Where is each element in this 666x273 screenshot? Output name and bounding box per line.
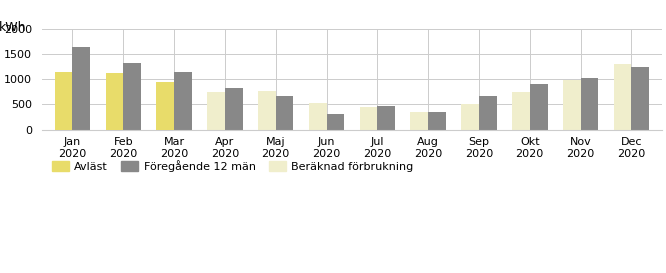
- Bar: [105, 73, 123, 130]
- Bar: [529, 84, 547, 130]
- Bar: [479, 96, 497, 130]
- Bar: [225, 88, 242, 130]
- Bar: [276, 96, 294, 130]
- Bar: [461, 104, 479, 130]
- Bar: [563, 80, 581, 130]
- Bar: [105, 73, 123, 130]
- Bar: [73, 47, 91, 130]
- Bar: [360, 107, 378, 130]
- Bar: [428, 111, 446, 130]
- Bar: [207, 93, 225, 130]
- Bar: [157, 82, 174, 130]
- Bar: [174, 72, 192, 130]
- Bar: [258, 91, 276, 130]
- Bar: [512, 93, 529, 130]
- Bar: [123, 63, 141, 130]
- Bar: [157, 82, 174, 130]
- Text: kWh: kWh: [0, 21, 26, 34]
- Legend: Avläst, Föregående 12 män, Beräknad förbrukning: Avläst, Föregående 12 män, Beräknad förb…: [47, 155, 418, 176]
- Bar: [613, 64, 631, 130]
- Bar: [55, 72, 73, 130]
- Bar: [326, 114, 344, 130]
- Bar: [631, 67, 649, 130]
- Bar: [378, 106, 395, 130]
- Bar: [55, 72, 73, 130]
- Bar: [410, 112, 428, 130]
- Bar: [581, 78, 598, 130]
- Bar: [309, 103, 326, 130]
